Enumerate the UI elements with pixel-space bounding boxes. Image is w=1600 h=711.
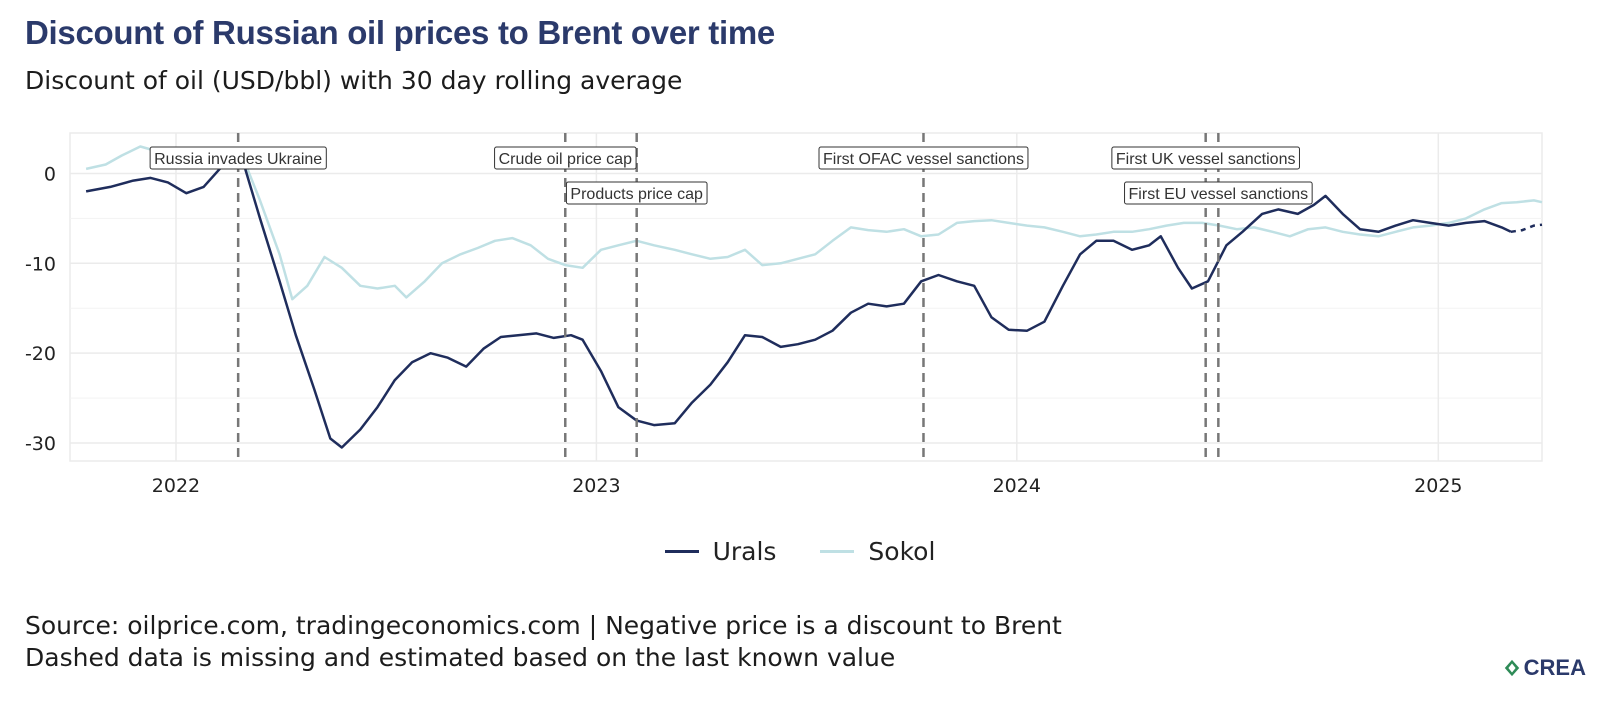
event-label: First OFAC vessel sanctions [823,151,1024,168]
legend-item-urals: Urals [664,537,777,566]
legend-key-sokol [820,550,855,553]
legend: Urals Sokol [0,530,1600,566]
event-annotation: Products price cap [565,181,708,205]
chart-subtitle: Discount of oil (USD/bbl) with 30 day ro… [25,66,683,95]
legend-label-urals: Urals [712,537,777,566]
series-line-sokol [85,145,1543,301]
chart-title: Discount of Russian oil prices to Brent … [25,14,775,51]
legend-key-urals [664,550,699,553]
event-label: Crude oil price cap [499,151,633,168]
x-tick-label: 2025 [1414,475,1462,497]
source-note: Source: oilprice.com, tradingeconomics.c… [25,610,1062,674]
event-label: First EU vessel sanctions [1129,186,1309,203]
event-label: Russia invades Ukraine [154,151,322,168]
x-tick-label: 2024 [993,475,1041,497]
series-line-urals [85,158,1512,449]
plot-panel [69,132,1543,462]
event-label-box [1124,181,1313,205]
event-annotation: First OFAC vessel sanctions [818,146,1029,170]
y-tick-label: -30 [25,433,56,455]
legend-label-sokol: Sokol [868,537,936,566]
y-tick-label: -10 [25,253,56,275]
event-label-box [149,146,327,170]
event-annotation: First EU vessel sanctions [1124,181,1313,205]
y-tick-label: 0 [44,163,56,185]
y-tick-label: -20 [25,343,56,365]
series-line-urals-estimated [1510,223,1543,234]
crea-logo-icon [1504,659,1519,677]
crea-logo-text: CREA [1523,655,1586,680]
source-line-1: Source: oilprice.com, tradingeconomics.c… [25,611,1062,640]
event-annotation: Crude oil price cap [494,146,637,170]
event-annotation: First UK vessel sanctions [1111,146,1300,170]
event-label-box [1111,146,1300,170]
event-label-box [494,146,637,170]
event-label: Products price cap [570,186,703,203]
x-tick-label: 2023 [572,475,620,497]
event-label: First UK vessel sanctions [1116,151,1296,168]
event-label-box [565,181,708,205]
legend-item-sokol: Sokol [820,537,935,566]
event-annotation: Russia invades Ukraine [149,146,327,170]
crea-logo: CREA [1503,655,1586,681]
event-label-box [818,146,1029,170]
x-tick-label: 2022 [152,475,200,497]
source-line-2: Dashed data is missing and estimated bas… [25,643,896,672]
